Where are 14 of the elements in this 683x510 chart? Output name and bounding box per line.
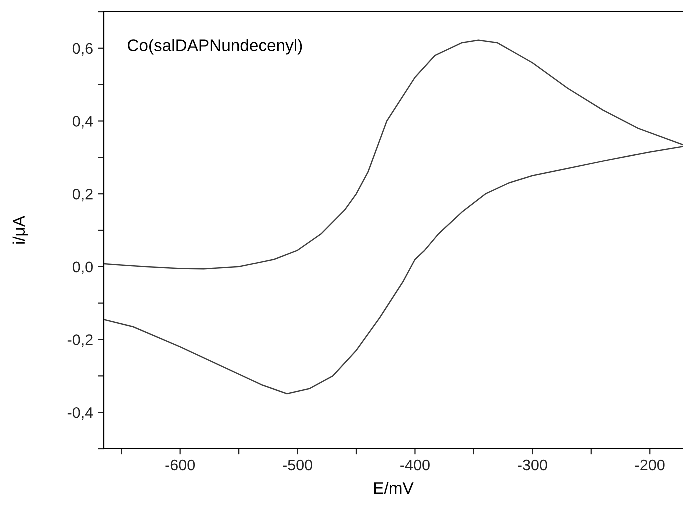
x-tick-label: -600 — [166, 460, 196, 471]
annotation: Co(salDAPNundecenyl) — [128, 39, 302, 55]
x-tick-label: -200 — [636, 460, 665, 471]
y-axis-title: i/μA — [12, 216, 28, 244]
x-tick-label: -400 — [400, 460, 430, 471]
y-tick-label: 0,6 — [72, 43, 93, 56]
y-tick-label: -0,2 — [68, 334, 93, 348]
y-tick-label: -0,4 — [68, 407, 94, 420]
x-axis-title: E/mV — [374, 482, 414, 494]
y-tick-label: 0,4 — [72, 116, 94, 129]
x-tick-label: -500 — [283, 460, 312, 471]
y-tick-label: 0,0 — [72, 262, 93, 274]
y-tick-label: 0,2 — [72, 188, 93, 202]
x-tick-label: -300 — [518, 460, 548, 471]
